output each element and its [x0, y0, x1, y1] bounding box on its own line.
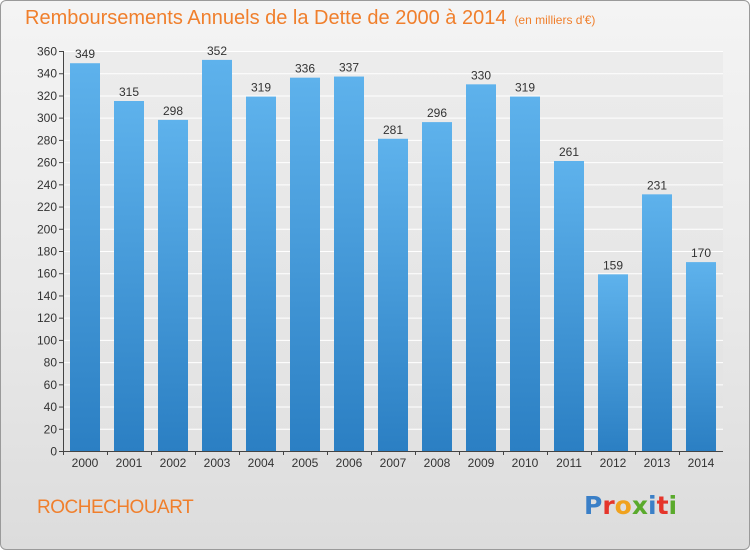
y-tick-label: 300: [37, 111, 57, 125]
bar-value-label: 261: [559, 145, 579, 159]
bar-value-label: 319: [515, 81, 535, 95]
x-tick-label: 2000: [72, 456, 99, 470]
x-tick-label: 2006: [336, 456, 363, 470]
x-tick-label: 2005: [292, 456, 319, 470]
bar-value-label: 298: [163, 104, 183, 118]
logo-letter: i: [668, 491, 678, 520]
bar: [158, 119, 188, 451]
bar-value-label: 352: [207, 44, 227, 58]
logo-letter: o: [614, 491, 632, 520]
bar: [290, 77, 320, 452]
bar: [466, 84, 496, 451]
bar: [422, 122, 452, 451]
y-tick-label: 320: [37, 89, 57, 103]
x-tick-label: 2011: [556, 456, 582, 470]
chart-title: Remboursements Annuels de la Dette de 20…: [25, 7, 595, 30]
x-tick-label: 2012: [600, 456, 627, 470]
y-tick-label: 60: [44, 378, 58, 392]
y-tick-label: 360: [37, 45, 57, 59]
x-tick-label: 2009: [468, 456, 495, 470]
logo-letter: r: [602, 491, 615, 520]
x-axis: 2000 2001 2002 2003 2004 2005 2006 2007 2008 2009…: [63, 451, 723, 470]
y-tick-label: 140: [37, 289, 57, 303]
bar: [70, 63, 100, 451]
x-tick-label: 2007: [380, 456, 407, 470]
bar: [378, 138, 408, 451]
y-tick-label: 340: [37, 67, 57, 81]
bar: [510, 96, 540, 452]
commune-name: ROCHECHOUART: [37, 497, 194, 518]
bar: [202, 59, 232, 452]
bar: [598, 274, 628, 451]
chart-subtitle: (en milliers d'€): [514, 13, 596, 27]
y-tick-label: 160: [37, 267, 57, 281]
bar-value-label: 231: [647, 178, 667, 192]
bar: [642, 194, 672, 452]
x-tick-label: 2014: [688, 456, 715, 470]
y-tick-label: 100: [37, 333, 57, 347]
x-tick-label: 2004: [248, 456, 275, 470]
proxiti-logo: Proxiti: [584, 491, 677, 520]
y-tick-label: 0: [50, 445, 57, 459]
bar-value-label: 336: [295, 62, 315, 76]
y-axis: 0 20 40 60 80 100 120 140 160 180 200 220 240 260 280 3…: [37, 45, 64, 459]
x-tick-label: 2013: [644, 456, 671, 470]
bar-value-label: 281: [383, 123, 403, 137]
bar: [114, 101, 144, 451]
x-tick-label: 2002: [160, 456, 187, 470]
y-tick-label: 260: [37, 156, 57, 170]
y-tick-label: 280: [37, 133, 57, 147]
y-tick-label: 240: [37, 178, 57, 192]
bar-value-label: 170: [691, 246, 711, 260]
bars: 349 315 298 352 319 336 337 281 296 330 319 261 159 2…: [70, 44, 716, 452]
x-tick-label: 2001: [116, 456, 143, 470]
bar-value-label: 337: [339, 61, 359, 75]
y-tick-label: 220: [37, 200, 57, 214]
bar-value-label: 349: [75, 47, 95, 61]
logo-letter: i: [648, 491, 657, 520]
y-tick-label: 20: [44, 422, 58, 436]
bar: [554, 161, 584, 451]
bar: [686, 262, 716, 451]
bar-value-label: 319: [251, 81, 271, 95]
y-tick-label: 120: [37, 311, 57, 325]
x-tick-label: 2008: [424, 456, 451, 470]
logo-letter: x: [631, 491, 648, 520]
y-tick-label: 180: [37, 245, 57, 259]
y-tick-label: 80: [44, 356, 58, 370]
chart-title-text: Remboursements Annuels de la Dette de 20…: [25, 7, 507, 29]
x-tick-label: 2003: [204, 456, 231, 470]
bar-value-label: 159: [603, 258, 623, 272]
bar-value-label: 315: [119, 85, 139, 99]
y-tick-label: 40: [44, 400, 58, 414]
bar-value-label: 296: [427, 106, 447, 120]
bar: [246, 96, 276, 452]
bar-value-label: 330: [471, 68, 491, 82]
bar: [334, 76, 364, 452]
logo-letter: P: [584, 491, 603, 520]
x-tick-label: 2010: [512, 456, 539, 470]
y-tick-label: 200: [37, 222, 57, 236]
logo-letter: t: [656, 491, 669, 520]
